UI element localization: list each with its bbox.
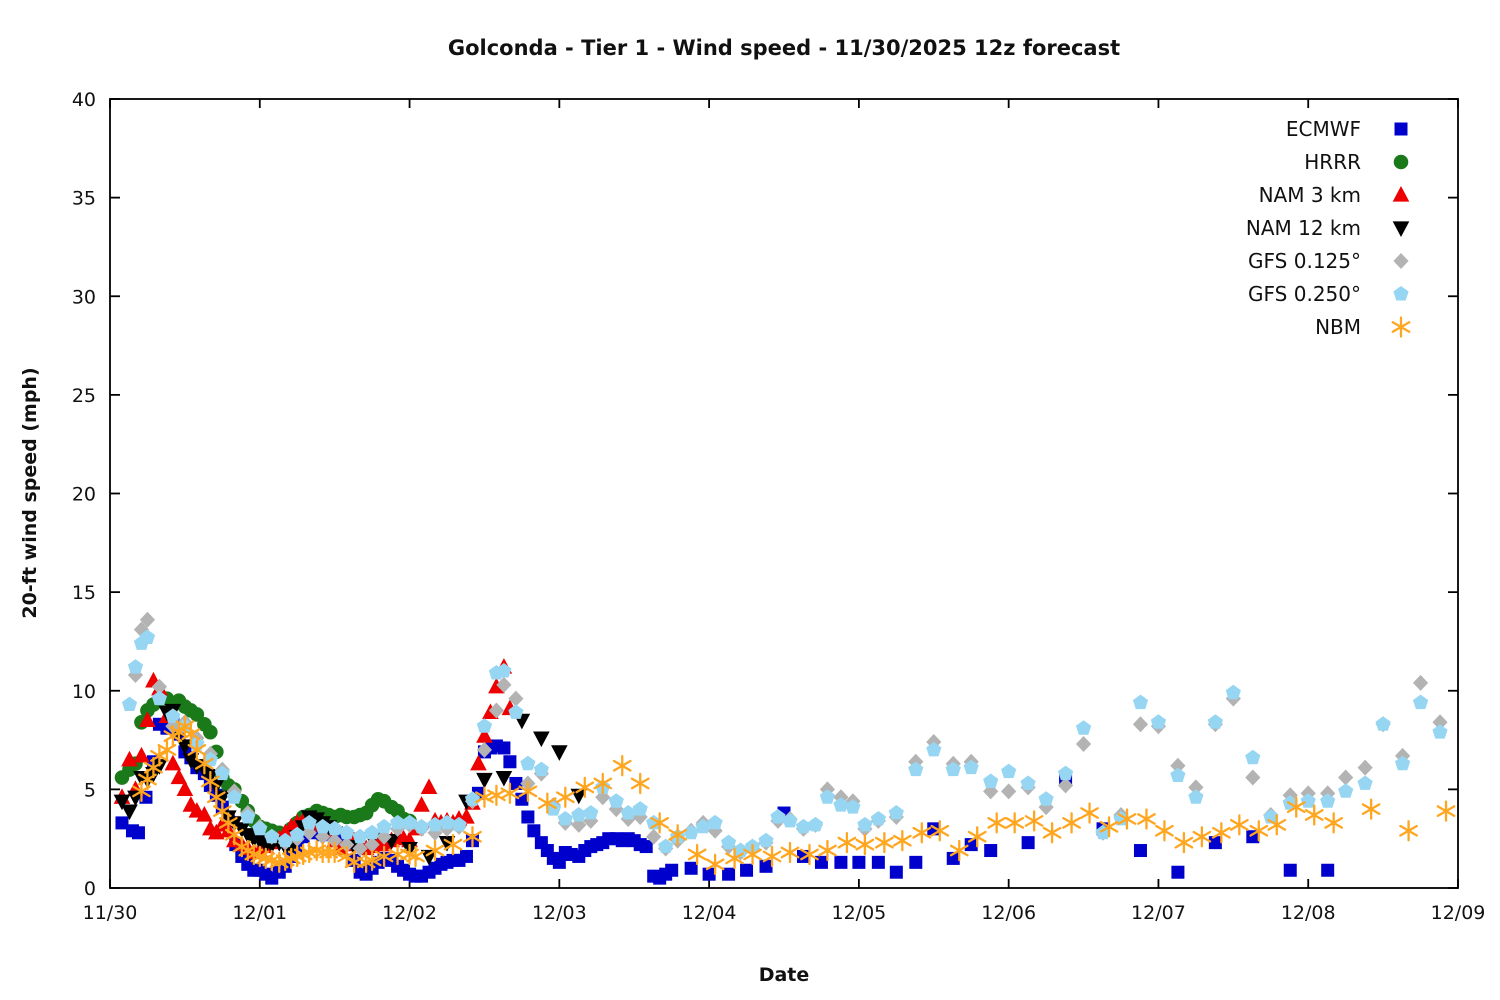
series-nbm [132, 715, 1456, 875]
y-tick-label: 15 [72, 582, 96, 604]
pentagon-marker-icon [1393, 285, 1409, 300]
x-tick-label: 12/04 [682, 902, 737, 924]
chart-title: Golconda - Tier 1 - Wind speed - 11/30/2… [447, 36, 1121, 60]
asterisk-marker-icon [1391, 315, 1411, 338]
y-tick-label: 35 [72, 188, 96, 210]
triangle-up-marker-icon [1392, 185, 1410, 202]
square-marker-icon [1394, 122, 1408, 135]
y-tick-label: 10 [72, 681, 96, 703]
legend-label: GFS 0.125° [1248, 248, 1361, 273]
x-axis-ticks: 11/30 12/01 12/02 12/03 12/04 12/05 12/06 12/07… [83, 99, 1486, 924]
x-tick-label: 12/05 [832, 902, 887, 924]
x-tick-label: 12/08 [1281, 902, 1336, 924]
x-tick-label: 12/09 [1431, 902, 1486, 924]
y-tick-label: 25 [72, 385, 96, 407]
legend-label: NAM 12 km [1245, 215, 1361, 240]
legend-item-nam-12-km: NAM 12 km [1246, 211, 1415, 244]
legend-item-nam-3-km: NAM 3 km [1246, 178, 1415, 211]
x-axis-title: Date [758, 964, 810, 986]
y-tick-label: 20 [72, 484, 96, 506]
legend-item-ecmwf: ECMWF [1246, 112, 1415, 145]
legend: ECMWF HRRR NAM 3 km NAM 12 km GFS 0.125° GFS … [1246, 112, 1415, 343]
x-tick-label: 11/30 [83, 902, 138, 924]
legend-item-hrrr: HRRR [1246, 145, 1415, 178]
y-axis-ticks: 0 5 10 15 20 25 30 35 40 [72, 89, 1458, 900]
x-tick-label: 12/06 [981, 902, 1036, 924]
legend-item-gfs-0-125: GFS 0.125° [1246, 244, 1415, 277]
legend-label: GFS 0.250° [1248, 281, 1361, 306]
legend-item-gfs-0-250: GFS 0.250° [1246, 277, 1415, 310]
legend-label: HRRR [1304, 149, 1361, 174]
y-tick-label: 30 [72, 286, 96, 308]
x-tick-label: 12/01 [232, 902, 287, 924]
legend-label: ECMWF [1285, 116, 1361, 141]
y-tick-label: 0 [84, 878, 96, 900]
circle-marker-icon [1393, 154, 1409, 169]
x-tick-label: 12/02 [382, 902, 437, 924]
x-tick-label: 12/03 [532, 902, 587, 924]
x-tick-label: 12/07 [1131, 902, 1186, 924]
legend-item-nbm: NBM [1246, 310, 1415, 343]
legend-label: NAM 3 km [1258, 182, 1361, 207]
y-tick-label: 5 [84, 779, 96, 801]
diamond-marker-icon [1393, 252, 1409, 269]
triangle-down-marker-icon [1392, 220, 1410, 237]
legend-label: NBM [1315, 314, 1361, 339]
y-tick-label: 40 [72, 89, 96, 111]
series-gfs-0-250 [121, 629, 1448, 857]
